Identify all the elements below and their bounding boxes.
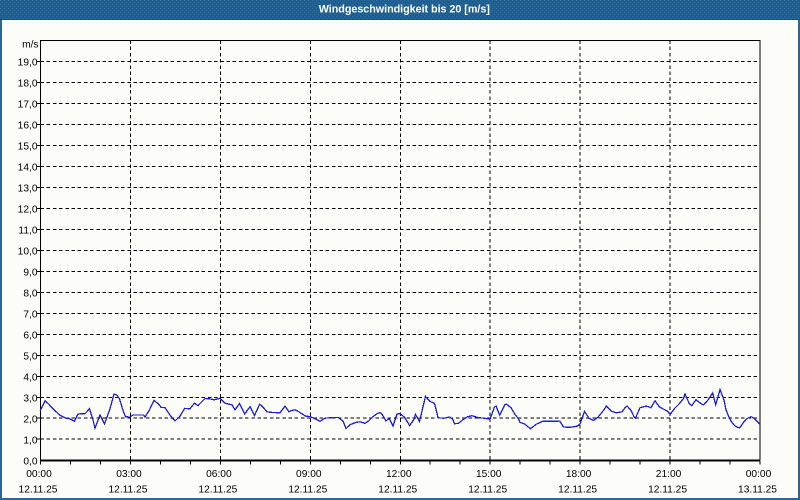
svg-text:9,0: 9,0 xyxy=(23,268,37,279)
svg-text:12.11.25: 12.11.25 xyxy=(19,485,58,496)
svg-text:3,0: 3,0 xyxy=(23,393,37,404)
svg-text:21:00: 21:00 xyxy=(656,469,682,480)
svg-text:11,0: 11,0 xyxy=(18,226,37,237)
svg-text:12.11.25: 12.11.25 xyxy=(468,485,507,496)
svg-text:00:00: 00:00 xyxy=(26,469,52,480)
svg-text:06:00: 06:00 xyxy=(206,469,232,480)
svg-text:10,0: 10,0 xyxy=(18,247,38,258)
svg-text:18:00: 18:00 xyxy=(566,469,592,480)
svg-text:12.11.25: 12.11.25 xyxy=(288,485,327,496)
svg-text:12.11.25: 12.11.25 xyxy=(378,485,417,496)
svg-text:03:00: 03:00 xyxy=(116,469,142,480)
svg-text:1,0: 1,0 xyxy=(23,435,37,446)
svg-text:7,0: 7,0 xyxy=(23,310,37,321)
svg-text:2,0: 2,0 xyxy=(23,414,37,425)
svg-text:14,0: 14,0 xyxy=(18,163,38,174)
svg-text:12,0: 12,0 xyxy=(18,205,38,216)
svg-text:6,0: 6,0 xyxy=(23,330,37,341)
svg-text:15,0: 15,0 xyxy=(18,142,38,153)
svg-text:00:00: 00:00 xyxy=(746,469,772,480)
svg-text:13,0: 13,0 xyxy=(18,184,38,195)
svg-text:12.11.25: 12.11.25 xyxy=(198,485,237,496)
svg-text:12:00: 12:00 xyxy=(386,469,412,480)
svg-text:Windgeschwindigkeit bis 20 [m/: Windgeschwindigkeit bis 20 [m/s] xyxy=(319,3,490,15)
svg-text:09:00: 09:00 xyxy=(296,469,322,480)
svg-text:5,0: 5,0 xyxy=(23,351,37,362)
svg-text:12.11.25: 12.11.25 xyxy=(648,485,687,496)
svg-text:16,0: 16,0 xyxy=(18,121,38,132)
svg-text:17,0: 17,0 xyxy=(18,100,38,111)
svg-text:0,0: 0,0 xyxy=(23,456,37,467)
svg-text:18,0: 18,0 xyxy=(18,79,38,90)
svg-text:m/s: m/s xyxy=(22,40,38,51)
svg-text:4,0: 4,0 xyxy=(23,372,37,383)
svg-text:19,0: 19,0 xyxy=(18,58,38,69)
svg-text:12.11.25: 12.11.25 xyxy=(558,485,597,496)
svg-text:12.11.25: 12.11.25 xyxy=(108,485,147,496)
svg-text:8,0: 8,0 xyxy=(23,289,37,300)
svg-text:13.11.25: 13.11.25 xyxy=(738,485,777,496)
svg-text:15:00: 15:00 xyxy=(476,469,502,480)
